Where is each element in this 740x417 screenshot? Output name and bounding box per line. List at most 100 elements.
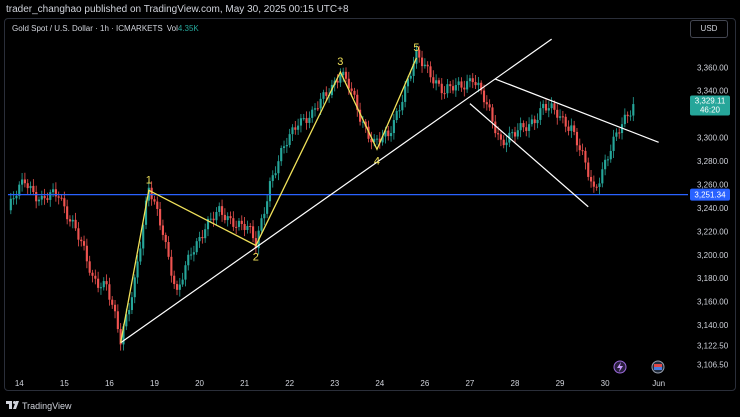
- candle-body: [164, 234, 167, 243]
- candle-body: [626, 114, 629, 117]
- candle-body: [440, 83, 443, 94]
- support-price-tag: [690, 188, 730, 201]
- candle-body: [437, 80, 441, 84]
- candle-body: [395, 111, 398, 121]
- elliott-wave-path[interactable]: [120, 57, 418, 343]
- candle-body: [387, 130, 390, 137]
- wave-label: 1: [146, 174, 152, 186]
- symbol-legend[interactable]: Gold Spot / U.S. Dollar · 1h · ICMARKETS…: [12, 24, 199, 33]
- candle-body: [190, 254, 193, 256]
- candle-body: [482, 90, 486, 103]
- candle-body: [187, 254, 190, 266]
- volume-value: 4.35K: [177, 24, 199, 33]
- candle-body: [111, 299, 114, 305]
- candle-body: [266, 201, 269, 214]
- candle-body: [311, 109, 314, 118]
- candle-body: [533, 119, 536, 124]
- time-tick-label: 27: [465, 379, 474, 388]
- trendline[interactable]: [120, 38, 552, 344]
- candle-body: [136, 261, 139, 278]
- candle-body: [212, 218, 215, 221]
- candle-body: [94, 275, 97, 279]
- candle-body: [226, 216, 229, 221]
- candle-body: [604, 159, 607, 170]
- candle-body: [550, 103, 553, 109]
- candle-body: [423, 64, 426, 67]
- footer-brand: TradingView: [22, 401, 72, 411]
- candle-body: [220, 206, 224, 215]
- candle-body: [347, 78, 350, 89]
- candle-body: [561, 116, 564, 118]
- candle-body: [229, 216, 232, 219]
- flag-icon-bottom: [654, 367, 662, 370]
- time-tick-label: 26: [420, 379, 429, 388]
- candle-body: [375, 138, 379, 140]
- footer: TradingView: [0, 396, 740, 417]
- trendline[interactable]: [469, 103, 589, 208]
- candle-body: [618, 132, 621, 134]
- candle-body: [553, 103, 556, 110]
- time-tick-label: 30: [601, 379, 610, 388]
- candle-body: [474, 82, 477, 86]
- candle-body: [443, 93, 446, 95]
- candle-body: [156, 201, 159, 209]
- candle-body: [40, 195, 43, 200]
- candle-body: [198, 236, 201, 242]
- candle-body: [288, 134, 291, 145]
- wave-label: 5: [413, 42, 419, 54]
- candle-body: [420, 57, 424, 67]
- candle-body: [609, 150, 612, 160]
- candle-body: [82, 241, 86, 246]
- price-axis[interactable]: 3,360.00 3,340.00 3,300.00 3,280.00 3,260.00…: [697, 63, 729, 369]
- candle-body: [409, 75, 412, 79]
- candle-body: [612, 136, 615, 151]
- candle-body: [97, 278, 100, 288]
- candle-body: [499, 134, 502, 140]
- candle-body: [291, 127, 294, 135]
- candle-body: [381, 136, 384, 143]
- lightning-icon-glyph: [617, 362, 623, 372]
- candle-body: [361, 121, 364, 123]
- time-tick-label: 29: [556, 379, 565, 388]
- candle-body: [353, 90, 356, 95]
- candle-body: [350, 88, 353, 91]
- wave-label: 4: [374, 155, 380, 167]
- candle-body: [215, 211, 218, 221]
- candle-body: [249, 226, 252, 228]
- candle-body: [308, 117, 311, 123]
- candle-body: [435, 80, 438, 84]
- candle-body: [359, 109, 362, 122]
- candle-body: [556, 109, 559, 118]
- candle-body: [133, 277, 136, 298]
- candle-body: [204, 229, 207, 239]
- candle-body: [26, 183, 29, 189]
- candle-body: [167, 242, 170, 257]
- candle-body: [519, 123, 522, 131]
- bar-countdown: 46:20: [700, 105, 721, 114]
- candle-body: [505, 142, 508, 146]
- trendline[interactable]: [495, 78, 659, 143]
- candle-body: [384, 130, 387, 137]
- candle-body: [60, 197, 63, 199]
- candle-body: [243, 223, 246, 230]
- wave-labels: 1 2 3 4 5: [146, 42, 420, 264]
- candle-body: [542, 103, 545, 109]
- drawings[interactable]: [8, 38, 688, 344]
- chart-icons[interactable]: [613, 360, 665, 374]
- candle-body: [595, 186, 598, 188]
- flag-icon-top: [654, 364, 662, 367]
- candle-body: [85, 245, 88, 262]
- candle-body: [32, 185, 35, 193]
- candle-body: [280, 148, 283, 162]
- time-axis[interactable]: 14 15 16 19 20 21 22 23 24 26 27 28 29 30 Jun: [15, 379, 665, 388]
- candle-body: [629, 115, 632, 117]
- candle-body: [494, 121, 497, 134]
- candle-body: [46, 198, 49, 200]
- candle-body: [246, 226, 249, 230]
- candle-body: [128, 310, 131, 315]
- currency-selector[interactable]: USD: [690, 20, 728, 38]
- candle-body: [161, 225, 164, 235]
- candle-body: [175, 284, 179, 290]
